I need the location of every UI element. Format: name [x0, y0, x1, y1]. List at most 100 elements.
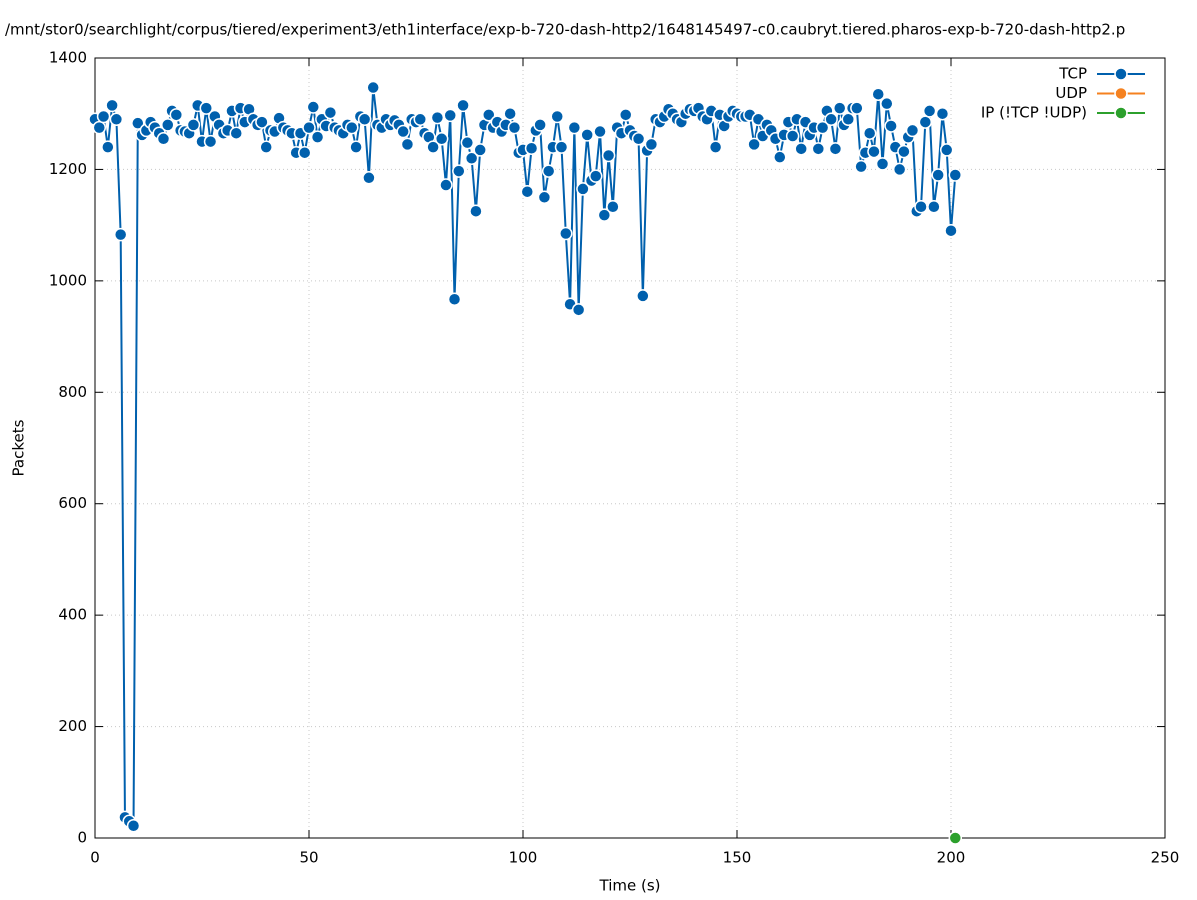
- data-point: [464, 151, 479, 166]
- y-tick-label: 200: [58, 717, 87, 735]
- data-point: [229, 126, 243, 140]
- data-point: [297, 145, 312, 160]
- data-point: [126, 818, 141, 833]
- data-point: [541, 164, 556, 178]
- data-point: [507, 120, 522, 135]
- data-point: [880, 96, 894, 111]
- data-point: [452, 164, 466, 178]
- data-line: [94, 87, 957, 829]
- data-point: [199, 101, 214, 115]
- data-point: [773, 150, 787, 164]
- data-point: [644, 137, 659, 152]
- data-point: [931, 168, 945, 182]
- data-point: [914, 200, 928, 214]
- data-point: [366, 80, 380, 95]
- data-point: [323, 105, 338, 120]
- data-point: [580, 128, 594, 142]
- data-point: [905, 123, 920, 138]
- legend-marker: [1114, 86, 1128, 101]
- data-point: [460, 135, 475, 150]
- data-point: [302, 120, 316, 135]
- data-point: [255, 115, 269, 129]
- data-point: [169, 108, 184, 122]
- plot-border: [94, 57, 1166, 839]
- data-point: [828, 142, 843, 156]
- data-point: [601, 148, 616, 163]
- data-point: [897, 144, 911, 159]
- data-point: [430, 110, 445, 125]
- data-point: [576, 182, 590, 196]
- data-point: [944, 223, 958, 238]
- data-point: [841, 112, 856, 127]
- data-point: [794, 142, 808, 156]
- data-point: [892, 162, 907, 177]
- x-tick-label: 50: [299, 849, 318, 867]
- data-point: [203, 134, 218, 149]
- y-tick-label: 1000: [49, 271, 87, 289]
- data-point: [469, 204, 483, 218]
- data-point: [109, 112, 124, 127]
- data-point: [105, 98, 119, 113]
- data-point: [396, 124, 410, 139]
- data-point: [349, 140, 363, 154]
- data-point: [186, 118, 201, 132]
- chart-title: /mnt/stor0/searchlight/corpus/tiered/exp…: [5, 21, 1125, 39]
- y-tick-label: 1200: [49, 160, 87, 178]
- data-point: [606, 200, 620, 214]
- data-point: [533, 118, 547, 132]
- data-point: [785, 129, 800, 143]
- data-point: [101, 140, 115, 154]
- data-point: [875, 157, 890, 171]
- data-point: [473, 143, 487, 157]
- data-point: [443, 108, 457, 123]
- data-point: [571, 303, 586, 317]
- data-point: [550, 109, 564, 124]
- data-point: [850, 101, 864, 115]
- data-point: [131, 116, 145, 130]
- data-point: [310, 130, 325, 144]
- data-point: [935, 106, 950, 121]
- data-point: [918, 115, 933, 129]
- data-point: [824, 112, 838, 127]
- data-point: [400, 137, 415, 152]
- data-point: [362, 171, 376, 185]
- data-point: [815, 120, 830, 135]
- data-point: [345, 120, 359, 135]
- data-point: [939, 143, 954, 157]
- y-tick-label: 800: [58, 383, 87, 401]
- data-point: [113, 227, 128, 242]
- data-point: [832, 101, 847, 115]
- x-tick-label: 0: [90, 849, 100, 867]
- data-point: [156, 132, 171, 146]
- data-point: [589, 169, 603, 183]
- legend-marker: [1114, 106, 1128, 120]
- data-point: [811, 142, 826, 156]
- y-axis-label: Packets: [10, 419, 28, 476]
- data-point: [871, 87, 885, 101]
- data-point: [524, 141, 539, 156]
- legend-label: TCP: [1058, 65, 1087, 83]
- data-point: [537, 190, 552, 205]
- data-point: [631, 132, 646, 146]
- y-tick-label: 600: [58, 494, 87, 512]
- data-point: [554, 140, 569, 154]
- data-point: [636, 289, 650, 303]
- data-point: [482, 108, 496, 122]
- data-point: [854, 159, 868, 174]
- data-point: [413, 112, 428, 127]
- x-axis-label: Time (s): [599, 877, 661, 895]
- data-point: [862, 126, 877, 140]
- data-point: [593, 124, 607, 139]
- data-point: [708, 140, 723, 154]
- x-tick-label: 150: [723, 849, 752, 867]
- data-point: [884, 119, 898, 133]
- legend-marker: [1114, 67, 1128, 81]
- data-point: [426, 140, 440, 154]
- y-tick-label: 1400: [49, 49, 87, 67]
- data-point: [567, 120, 582, 135]
- x-tick-label: 250: [1151, 849, 1180, 867]
- data-point: [447, 292, 462, 306]
- data-point: [456, 98, 470, 113]
- data-point: [439, 178, 453, 192]
